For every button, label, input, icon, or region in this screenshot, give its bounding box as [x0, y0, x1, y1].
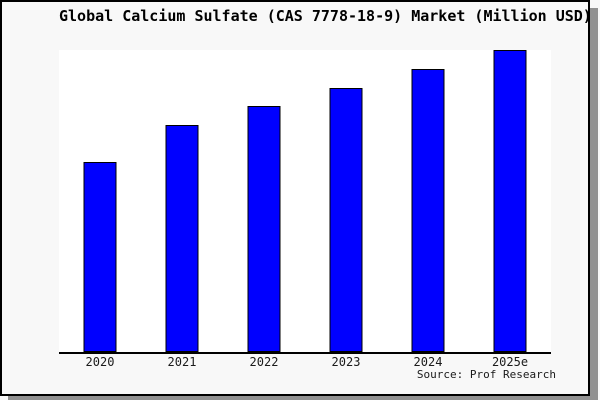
bar-2023 — [329, 88, 363, 352]
bar-2021 — [165, 125, 199, 352]
x-axis-label: 2023 — [331, 355, 361, 369]
x-axis-label: 2025e — [491, 355, 529, 369]
bar-2022 — [247, 106, 281, 352]
bar-slot — [305, 50, 387, 352]
plot-area — [59, 50, 551, 354]
bar-2024 — [411, 69, 445, 352]
bar-slot — [59, 50, 141, 352]
bar-slot — [469, 50, 551, 352]
x-axis-line — [59, 352, 551, 354]
bar-slot — [141, 50, 223, 352]
chart-title: Global Calcium Sulfate (CAS 7778-18-9) M… — [59, 7, 592, 25]
x-axis-label: 2022 — [249, 355, 279, 369]
bar-slot — [387, 50, 469, 352]
source-credit: Source: Prof Research — [416, 368, 556, 381]
bar-slot — [223, 50, 305, 352]
x-axis-label: 2020 — [85, 355, 115, 369]
x-axis-label: 2024 — [413, 355, 443, 369]
x-axis-labels: 2020 2021 2022 2023 2024 2025e — [59, 355, 551, 369]
bar-2020 — [83, 162, 117, 352]
bars — [59, 50, 551, 352]
bar-2025e — [493, 50, 527, 352]
x-axis-label: 2021 — [167, 355, 197, 369]
